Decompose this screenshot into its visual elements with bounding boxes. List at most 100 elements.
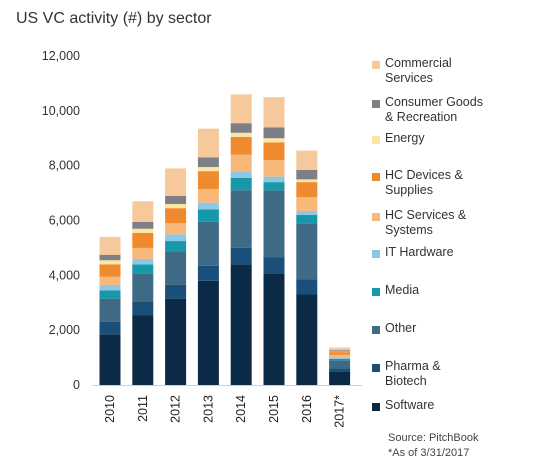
bar-segment [329, 371, 351, 385]
bar-segment [263, 138, 285, 143]
bar-segment [296, 169, 318, 180]
bar-segment [329, 354, 351, 358]
y-tick-label: 12,000 [42, 49, 80, 63]
legend-label: HC Services & Systems [385, 208, 485, 238]
legend-swatch [372, 364, 380, 372]
chart-title: US VC activity (#) by sector [16, 10, 212, 27]
legend-label: HC Devices & Supplies [385, 168, 485, 198]
bar-segment [165, 241, 187, 253]
bar-segment [296, 294, 318, 385]
legend-swatch [372, 100, 380, 108]
bar-segment [263, 160, 285, 177]
bar-segment [230, 264, 252, 385]
bar-segment [99, 290, 121, 299]
bar-segment [132, 273, 154, 302]
bar-segment [165, 252, 187, 285]
bar-segment [230, 123, 252, 133]
x-tick-label: 2013 [201, 395, 215, 423]
legend-label-line: & Recreation [385, 110, 458, 124]
y-tick-label: 2,000 [49, 323, 80, 337]
legend-label-line: HC Services & [385, 208, 467, 222]
legend-swatch [372, 288, 380, 296]
bar-segment [132, 264, 154, 274]
legend-label: IT Hardware [385, 245, 485, 260]
bar-segment [296, 210, 318, 216]
legend-label: Pharma & Biotech [385, 359, 485, 389]
bar-segment [99, 236, 121, 255]
y-tick-label: 10,000 [42, 104, 80, 118]
bar-segment [165, 195, 187, 205]
bar-segment [230, 132, 252, 137]
bar-segment [197, 221, 219, 266]
bar-segment [263, 97, 285, 128]
legend-label-line: Pharma & [385, 359, 441, 373]
legend-label: Software [385, 398, 485, 413]
bar-segment [197, 128, 219, 158]
legend-item: Media [372, 283, 485, 298]
x-tick-label: 2011 [136, 395, 150, 422]
bar-segment [296, 182, 318, 198]
bar-segment [329, 350, 351, 352]
bar-segment [165, 168, 187, 196]
legend-swatch [372, 250, 380, 258]
bar-segment [165, 284, 187, 299]
legend-swatch [372, 403, 380, 411]
legend-item: IT Hardware [372, 245, 485, 260]
bar-segment [230, 190, 252, 248]
bar-segment [263, 127, 285, 139]
bar-segment [263, 257, 285, 274]
bar-segment [197, 167, 219, 172]
bar-segment [296, 223, 318, 280]
chart-notes: Source: PitchBook *As of 3/31/2017 [388, 431, 479, 461]
legend-label-line: Supplies [385, 183, 433, 197]
bar-segment [263, 273, 285, 385]
x-tick-label: 2015 [267, 395, 281, 423]
bar-segment [165, 298, 187, 385]
bar-segment [99, 298, 121, 322]
x-tick-label: 2012 [169, 395, 183, 423]
bar-segment [132, 301, 154, 316]
legend-swatch [372, 61, 380, 69]
bar-segment [99, 254, 121, 261]
y-tick-label: 0 [73, 378, 80, 392]
legend-label: Energy [385, 131, 485, 146]
bar-segment [230, 171, 252, 179]
x-tick-label: 2016 [300, 395, 314, 423]
y-tick-label: 4,000 [49, 268, 80, 282]
bar-segment [132, 247, 154, 259]
y-tick-label: 6,000 [49, 214, 80, 228]
bar-segment [296, 215, 318, 224]
bar-segment [132, 258, 154, 265]
bar-segment [165, 204, 187, 209]
bar-segment [132, 315, 154, 385]
legend-item: Commercial Services [372, 56, 485, 86]
legend-item: Other [372, 321, 485, 336]
source-note: Source: PitchBook [388, 432, 479, 444]
bar-segment [230, 94, 252, 124]
legend-label-line: Software [385, 398, 435, 412]
legend-label: Consumer Goods & Recreation [385, 95, 485, 125]
legend-label-line: IT Hardware [385, 245, 454, 259]
bar-segment [197, 171, 219, 189]
bar-segment [99, 276, 121, 285]
x-tick-label: 2010 [103, 395, 117, 423]
bar-segment [197, 209, 219, 222]
as-of-note: *As of 3/31/2017 [388, 447, 470, 459]
legend-item: Energy [372, 131, 485, 146]
bar-segment [197, 280, 219, 385]
bar-segment [99, 264, 121, 277]
legend-swatch [372, 326, 380, 334]
legend-label-line: Consumer Goods [385, 95, 483, 109]
bar-segment [197, 202, 219, 210]
bar-segment [329, 357, 351, 359]
bar-segment [197, 188, 219, 203]
bar-segment [132, 201, 154, 222]
bar-segment [165, 223, 187, 235]
legend-swatch [372, 136, 380, 144]
bar-segment [296, 179, 318, 183]
bar-segment [99, 321, 121, 335]
bar-segment [329, 368, 351, 372]
bar-segment [132, 221, 154, 229]
y-tick-label: 8,000 [49, 159, 80, 173]
